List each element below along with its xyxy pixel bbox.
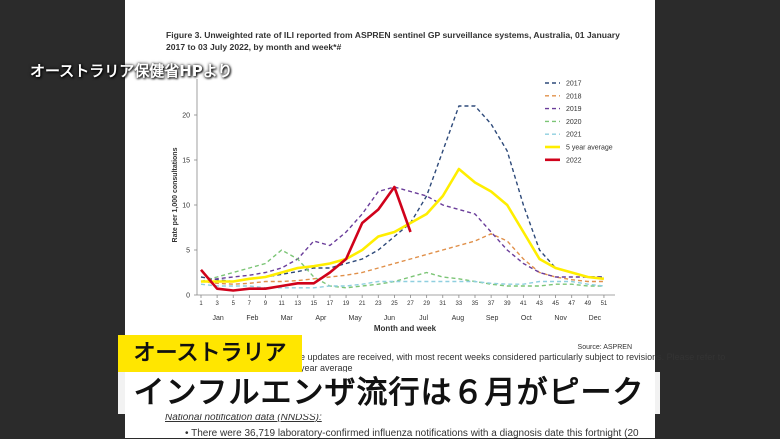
x-tick-label: 3 [215, 301, 219, 307]
x-tick-label: 43 [536, 301, 543, 307]
x-tick-label: 27 [407, 301, 414, 307]
x-tick-label: 45 [552, 301, 559, 307]
bullet-text: • There were 36,719 laboratory-confirmed… [185, 428, 639, 439]
series-line [200, 186, 604, 283]
x-tick-label: 13 [294, 301, 301, 307]
legend-label: 2020 [566, 119, 582, 126]
legend-label: 2019 [566, 106, 582, 113]
month-label: Apr [315, 315, 327, 322]
document-text: year average [300, 363, 353, 373]
source-caption: オーストラリア保健省HPより [30, 62, 233, 80]
chart-title: Figure 3. Unweighted rate of ILI reporte… [166, 30, 620, 40]
month-label: Feb [246, 315, 258, 322]
document-text: e updates are received, with most recent… [300, 352, 726, 362]
source-note: Source: ASPREN [578, 344, 632, 351]
series-line [200, 249, 604, 289]
legend-label: 5 year average [566, 145, 613, 152]
y-tick-label: 5 [186, 248, 190, 255]
x-tick-label: 29 [423, 301, 430, 307]
month-label: Sep [486, 315, 499, 322]
x-tick-label: 49 [584, 301, 591, 307]
x-tick-label: 1 [199, 301, 203, 307]
month-label: Mar [281, 315, 294, 322]
x-tick-label: 15 [310, 301, 317, 307]
chart-title: 2017 to 03 July 2022, by month and week*… [166, 42, 342, 52]
x-tick-label: 47 [568, 301, 575, 307]
month-label: May [349, 315, 363, 322]
month-label: Nov [554, 315, 567, 322]
topic-label: オーストラリア [118, 335, 302, 372]
y-tick-label: 15 [182, 158, 190, 165]
x-tick-label: 35 [472, 301, 479, 307]
legend-label: 2017 [566, 81, 582, 88]
y-tick-label: 20 [182, 113, 190, 120]
x-tick-label: 5 [232, 301, 236, 307]
headline: インフルエンザ流行は６月がピーク [118, 372, 660, 414]
x-axis-label: Month and week [374, 324, 437, 333]
month-label: Aug [452, 315, 465, 322]
x-tick-label: 7 [248, 301, 252, 307]
series-line [200, 233, 604, 285]
x-tick-label: 23 [375, 301, 382, 307]
section-heading: National notification data (NNDSS): [165, 412, 322, 423]
x-tick-label: 37 [488, 301, 495, 307]
x-tick-label: 21 [359, 301, 366, 307]
month-label: Jul [419, 315, 428, 322]
series-line [200, 105, 604, 283]
series-line [200, 185, 412, 292]
y-tick-label: 10 [182, 203, 190, 210]
month-label: Oct [521, 315, 532, 322]
legend-label: 2018 [566, 93, 582, 100]
legend-label: 2022 [566, 157, 582, 164]
series-line [200, 280, 604, 289]
month-label: Dec [589, 315, 602, 322]
month-label: Jun [384, 315, 395, 322]
legend-label: 2021 [566, 132, 582, 139]
x-tick-label: 19 [343, 301, 350, 307]
y-axis-label: Rate per 1,000 consultations [172, 147, 179, 242]
x-tick-label: 33 [456, 301, 463, 307]
x-tick-label: 11 [278, 301, 285, 307]
x-tick-label: 41 [520, 301, 527, 307]
month-label: Jan [212, 315, 223, 322]
y-tick-label: 0 [186, 293, 190, 300]
x-tick-label: 51 [601, 301, 608, 307]
x-tick-label: 31 [439, 301, 446, 307]
series-line [201, 167, 605, 283]
x-tick-label: 39 [504, 301, 511, 307]
x-tick-label: 25 [391, 301, 398, 307]
x-tick-label: 9 [264, 301, 268, 307]
x-tick-label: 17 [327, 301, 334, 307]
